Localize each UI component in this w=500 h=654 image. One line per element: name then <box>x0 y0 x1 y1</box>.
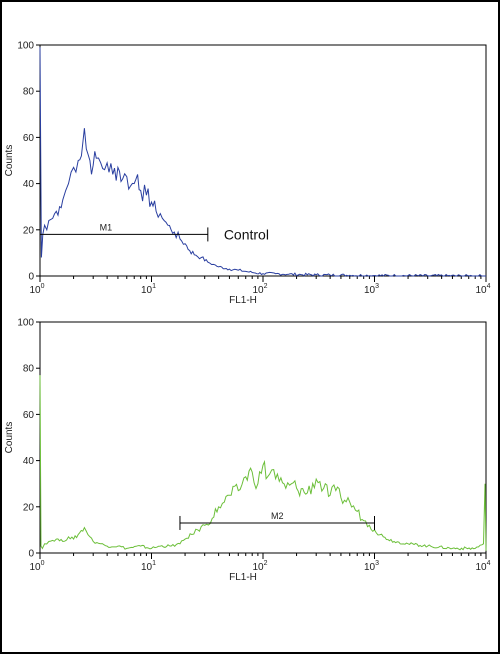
plot-area <box>39 321 487 554</box>
gate-marker-label: M2 <box>271 511 284 521</box>
y-tick-label: 0 <box>28 549 34 560</box>
x-tick-label: 101 <box>141 560 156 573</box>
x-tick-exponent: 0 <box>41 560 45 567</box>
x-tick-base: 10 <box>252 285 264 296</box>
x-tick-base: 10 <box>29 562 41 573</box>
histogram-series-line <box>39 47 486 277</box>
y-tick-label: 100 <box>17 41 34 52</box>
x-tick-label: 103 <box>364 283 379 296</box>
x-tick-exponent: 4 <box>487 283 491 290</box>
x-tick-label: 104 <box>475 283 490 296</box>
y-tick-label: 20 <box>23 225 35 236</box>
gate-marker-label: M1 <box>100 222 113 232</box>
y-tick-label: 0 <box>28 272 34 283</box>
x-tick-exponent: 1 <box>152 283 156 290</box>
histogram-series-line <box>39 375 487 551</box>
gate-marker-m2: M2 <box>179 511 375 530</box>
x-tick-label: 104 <box>475 560 490 573</box>
x-axis-label: FL1-H <box>229 295 257 306</box>
y-tick-label: 100 <box>17 318 34 329</box>
x-tick-label: 103 <box>364 560 379 573</box>
x-tick-label: 102 <box>252 560 267 573</box>
x-tick-exponent: 3 <box>375 283 379 290</box>
x-tick-exponent: 1 <box>152 560 156 567</box>
x-tick-base: 10 <box>364 285 376 296</box>
x-tick-label: 100 <box>29 283 44 296</box>
y-axis-label: Counts <box>4 422 15 454</box>
y-tick-label: 40 <box>23 456 35 467</box>
x-tick-base: 10 <box>141 562 153 573</box>
y-tick-label: 80 <box>23 87 35 98</box>
y-axis-ticks: 0 20 40 60 80 100 <box>17 41 40 283</box>
x-tick-exponent: 2 <box>264 560 268 567</box>
control-annotation: Control <box>224 226 269 242</box>
x-axis-label: FL1-H <box>229 572 257 583</box>
x-tick-base: 10 <box>364 562 376 573</box>
x-axis-ticks: 100 101 102 103 104 <box>29 276 491 296</box>
x-axis-ticks: 100 101 102 103 104 <box>29 553 491 573</box>
x-tick-base: 10 <box>29 285 41 296</box>
x-tick-base: 10 <box>252 562 264 573</box>
y-axis-ticks: 0 20 40 60 80 100 <box>17 318 40 560</box>
y-tick-label: 60 <box>23 410 35 421</box>
x-tick-base: 10 <box>141 285 153 296</box>
x-tick-label: 100 <box>29 560 44 573</box>
y-tick-label: 80 <box>23 364 35 375</box>
y-tick-label: 20 <box>23 502 35 513</box>
x-tick-base: 10 <box>475 285 487 296</box>
y-axis-label: Counts <box>4 145 15 177</box>
x-tick-base: 10 <box>475 562 487 573</box>
x-tick-exponent: 4 <box>487 560 491 567</box>
x-tick-label: 101 <box>141 283 156 296</box>
y-tick-label: 60 <box>23 133 35 144</box>
y-tick-label: 40 <box>23 179 35 190</box>
x-tick-exponent: 0 <box>41 283 45 290</box>
x-tick-exponent: 3 <box>375 560 379 567</box>
gate-marker-m1: M1 <box>39 222 209 242</box>
x-tick-label: 102 <box>252 283 267 296</box>
x-tick-exponent: 2 <box>264 283 268 290</box>
